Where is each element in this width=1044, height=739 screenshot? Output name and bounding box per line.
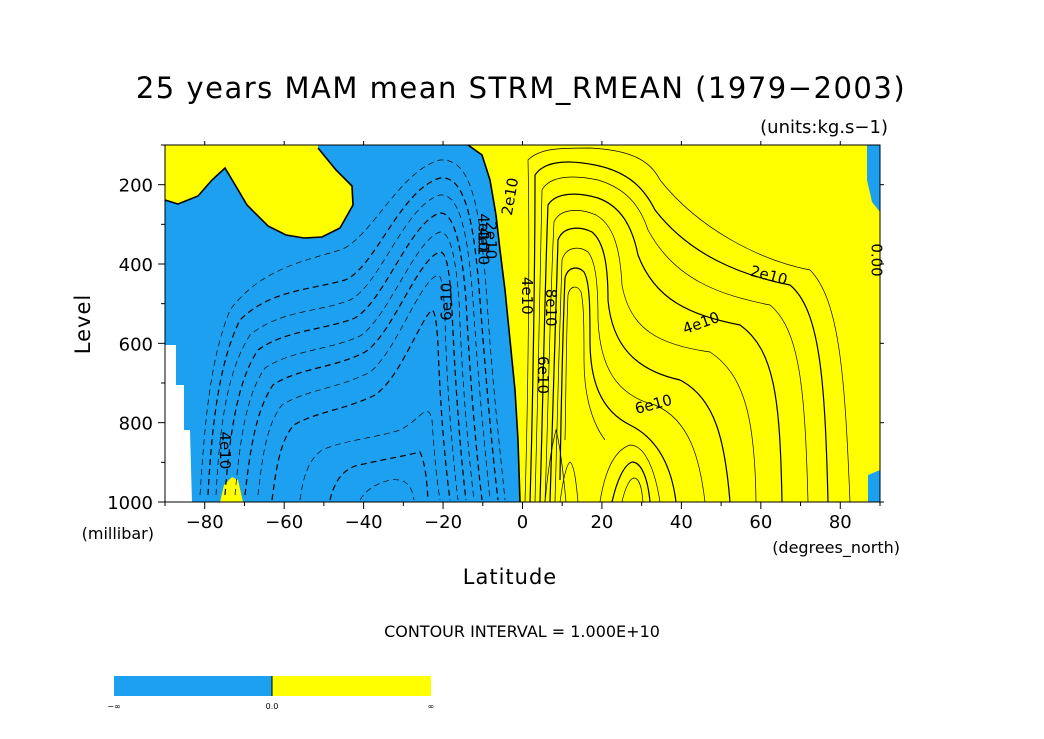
colorbar-label-zero: 0.0 — [266, 702, 279, 711]
y-tick-label: 200 — [119, 176, 153, 197]
positive-contours — [524, 147, 851, 502]
x-tick-label: −80 — [186, 512, 224, 533]
negative-region — [165, 145, 520, 502]
contour-label: 4e10 — [518, 277, 536, 315]
contour-interval: CONTOUR INTERVAL = 1.000E+10 — [384, 622, 660, 641]
y-tick-label: 800 — [119, 414, 153, 435]
plot-area — [165, 145, 880, 502]
y-tick-label: 400 — [119, 255, 153, 276]
x-tick-label: 20 — [590, 512, 613, 533]
x-tick-label: 40 — [670, 512, 693, 533]
contour-label: 4e10 — [474, 227, 492, 265]
chart-title: 25 years MAM mean STRM_RMEAN (1979−2003) — [136, 71, 906, 105]
y-axis-units: (millibar) — [82, 524, 154, 543]
colorbar-negative — [114, 676, 272, 696]
y-axis: 200 400 600 800 1000 — [107, 144, 884, 514]
x-tick-label: −60 — [265, 512, 303, 533]
x-tick-label: 0 — [517, 512, 528, 533]
contour-label: 8e10 — [542, 289, 560, 327]
contour-label: 6e10 — [534, 356, 552, 394]
x-tick-label: −20 — [424, 512, 462, 533]
x-tick-label: 60 — [749, 512, 772, 533]
x-tick-label: 80 — [829, 512, 852, 533]
zero-contour — [165, 147, 354, 239]
colorbar: −∞ 0.0 ∞ — [107, 676, 434, 711]
colorbar-label-max: ∞ — [428, 702, 435, 711]
negative-patch — [867, 145, 880, 212]
contour-label: 4e10 — [474, 213, 492, 251]
negative-patch — [868, 470, 880, 502]
y-axis-title: Level — [71, 294, 95, 354]
zero-contour — [467, 145, 521, 502]
missing-data-region — [165, 345, 192, 502]
x-tick-label: −40 — [345, 512, 383, 533]
x-axis-units: (degrees_north) — [772, 538, 900, 558]
colorbar-positive — [272, 676, 431, 696]
x-axis-title: Latitude — [463, 565, 557, 589]
negative-contours — [199, 159, 506, 501]
colorbar-label-min: −∞ — [107, 702, 120, 711]
contour-label: 0.00 — [868, 243, 886, 276]
x-axis: −80 −60 −40 −20 0 20 40 60 80 — [164, 141, 881, 533]
units-label: (units:kg.s−1) — [760, 117, 888, 138]
y-tick-label: 1000 — [107, 493, 153, 514]
contour-label: 4e10 — [216, 432, 234, 470]
contour-label: 2e10 — [482, 221, 500, 259]
contour-label: 6e10 — [438, 283, 456, 321]
y-tick-label: 600 — [119, 334, 153, 355]
